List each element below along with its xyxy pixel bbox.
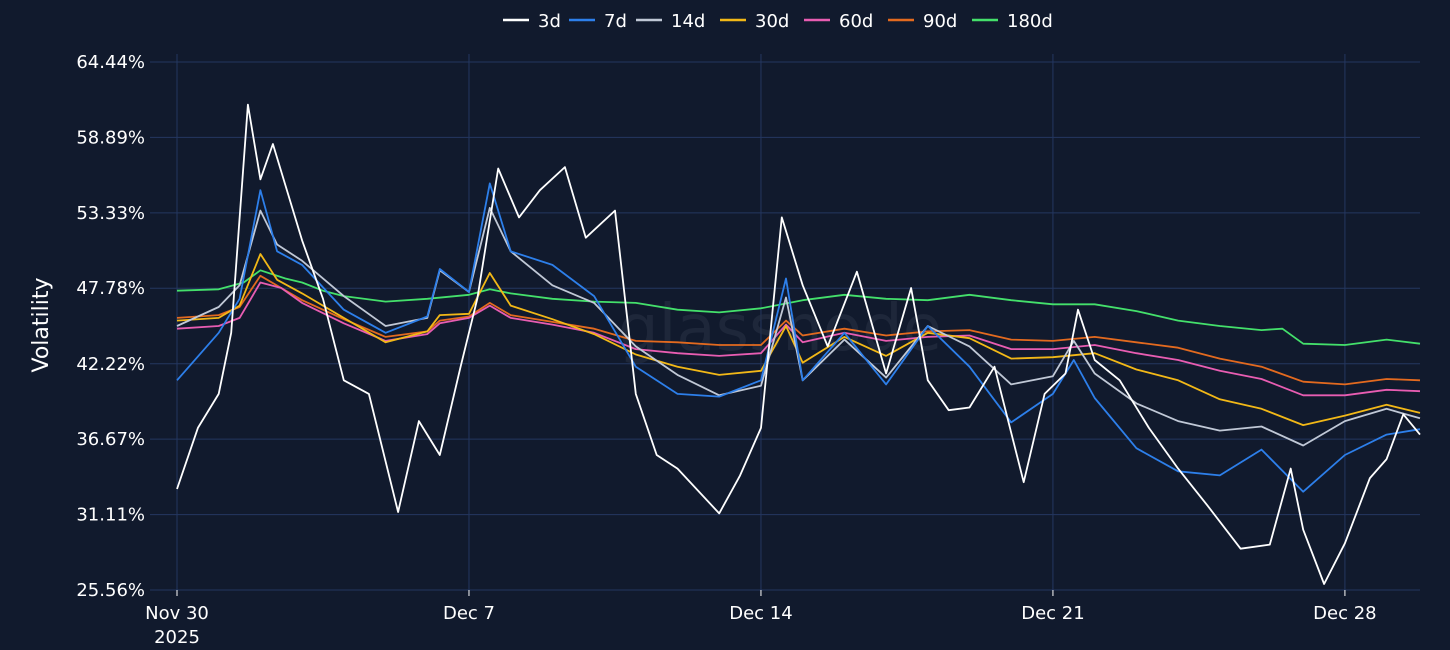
legend-label: 7d [604, 11, 627, 32]
legend-item-60d[interactable]: 60d [804, 11, 873, 32]
y-tick-label: 64.44% [76, 52, 145, 73]
legend-label: 3d [538, 11, 561, 32]
legend-item-180d[interactable]: 180d [972, 11, 1053, 32]
legend-item-30d[interactable]: 30d [720, 11, 789, 32]
legend-label: 30d [755, 11, 789, 32]
x-tick-sublabel: 2025 [154, 627, 200, 648]
y-tick-label: 47.78% [76, 278, 145, 299]
series-line-7d [176, 182, 1421, 493]
x-tick-label: Dec 14 [729, 603, 792, 624]
x-tick-label: Dec 28 [1313, 603, 1376, 624]
y-tick-label: 36.67% [76, 429, 145, 450]
legend-item-14d[interactable]: 14d [636, 11, 705, 32]
y-axis-title: Volatility [29, 277, 54, 372]
series-lines [176, 103, 1421, 585]
grid [150, 54, 1420, 591]
y-tick-label: 25.56% [76, 580, 145, 601]
legend-item-90d[interactable]: 90d [888, 11, 957, 32]
y-tick-label: 42.22% [76, 354, 145, 375]
legend-label: 60d [839, 11, 873, 32]
x-axis-ticks: Nov 30 2025 Dec 7 Dec 14 Dec 21 Dec 28 [145, 590, 1377, 648]
y-axis-ticks: 64.44% 58.89% 53.33% 47.78% 42.22% 36.67% 31.1… [76, 52, 145, 601]
series-line-90d [176, 274, 1421, 386]
series-line-3d [176, 103, 1421, 585]
y-tick-label: 53.33% [76, 203, 145, 224]
series-line-14d [176, 206, 1421, 447]
x-tick-label: Dec 7 [443, 603, 495, 624]
x-tick-label: Nov 30 [145, 603, 209, 624]
legend[interactable]: 3d 7d 14d 30d 60d 90d 180d [503, 11, 1053, 32]
y-tick-label: 58.89% [76, 127, 145, 148]
legend-item-3d[interactable]: 3d [503, 11, 561, 32]
y-tick-label: 31.11% [76, 505, 145, 526]
series-line-60d [176, 281, 1421, 397]
series-line-30d [176, 253, 1421, 427]
legend-item-7d[interactable]: 7d [569, 11, 627, 32]
legend-label: 180d [1007, 11, 1053, 32]
x-tick-label: Dec 21 [1021, 603, 1084, 624]
legend-label: 90d [923, 11, 957, 32]
legend-label: 14d [671, 11, 705, 32]
